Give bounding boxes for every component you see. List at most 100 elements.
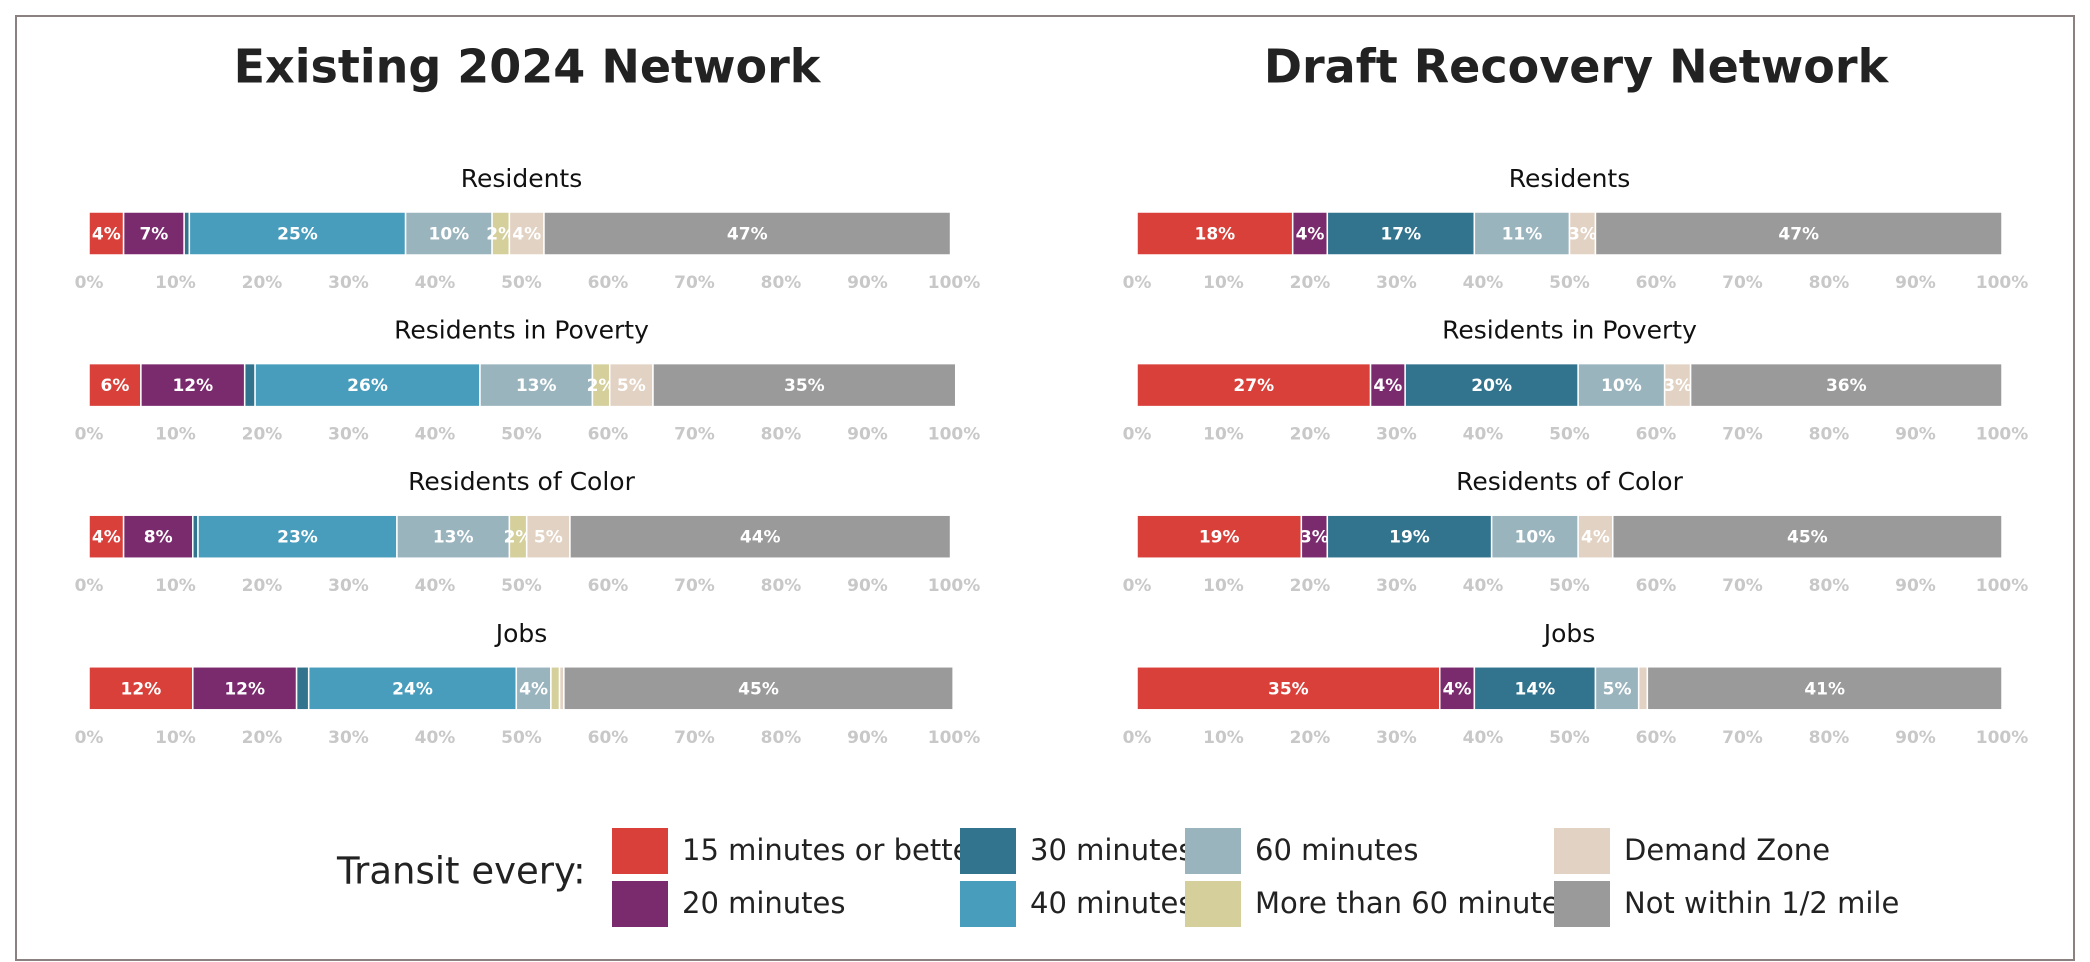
x-tick-label: 40% [415,728,456,748]
value-label: 3% [1663,376,1692,396]
x-tick-label: 80% [761,273,802,293]
bar-segment: 15 minutes or better [88,362,142,408]
x-tick-label: 60% [1636,576,1677,596]
x-tick-label: 70% [674,728,715,748]
value-label: 4% [92,225,121,245]
x-tick-label: 90% [847,273,888,293]
x-tick-label: 0% [75,576,104,596]
x-tick-label: 70% [1722,425,1763,445]
x-tick-label: 20% [1290,728,1331,748]
x-tick-label: 80% [761,576,802,596]
value-label: 5% [534,528,563,548]
x-tick-label: 100% [928,273,981,293]
bar-segment: 30 minutes [1326,211,1476,256]
panel-title: Existing 2024 Network [234,40,822,94]
bar-segment: 30 minutes [183,211,191,256]
bar-segment: Demand Zone [508,211,545,256]
x-tick-label: 70% [1722,576,1763,596]
value-label: 19% [1389,528,1430,548]
x-tick-label: 70% [674,576,715,596]
value-label: 24% [392,679,433,699]
bar-title: Residents [1509,164,1631,193]
legend-swatch [960,881,1016,927]
panel-title: Draft Recovery Network [1264,40,1890,94]
x-tick-label: 10% [155,273,196,293]
value-label: 44% [740,528,781,548]
bar-title: Residents in Poverty [394,316,649,345]
x-tick-label: 20% [242,576,283,596]
value-label: 27% [1233,376,1274,396]
x-tick-label: 0% [1123,728,1152,748]
value-label: 35% [1268,679,1309,699]
x-tick-label: 70% [1722,728,1763,748]
value-label: 20% [1471,376,1512,396]
x-tick-label: 40% [1463,425,1504,445]
bar-segment: 20 minutes [1439,666,1476,711]
bar-segment: 15 minutes or better [1136,211,1294,256]
x-tick-label: 50% [501,728,542,748]
x-tick-label: 20% [242,425,283,445]
bar-segment: 40 minutes [307,666,518,711]
bar-segment: 60 minutes [1490,514,1579,559]
bar-segment: Not within 1/2 mile [563,666,954,711]
value-label: 2% [504,528,533,548]
x-tick-label: 90% [1895,728,1936,748]
legend-label: 60 minutes [1255,833,1419,867]
value-label: 45% [738,679,779,699]
x-tick-label: 60% [588,576,629,596]
x-tick-label: 50% [501,273,542,293]
bar-segment: Not within 1/2 mile [543,211,952,256]
x-tick-label: 30% [1376,273,1417,293]
value-label: 4% [92,528,121,548]
x-tick-label: 80% [1809,273,1850,293]
value-label: 25% [277,225,318,245]
value-label: 4% [1443,679,1472,699]
x-tick-label: 100% [928,728,981,748]
value-label: 4% [1581,528,1610,548]
value-label: 4% [519,679,548,699]
x-tick-label: 10% [155,425,196,445]
x-tick-label: 70% [1722,273,1763,293]
value-label: 6% [101,376,130,396]
legend-swatch [1185,828,1241,874]
x-tick-label: 60% [1636,425,1677,445]
x-tick-label: 10% [1203,273,1244,293]
x-tick-label: 30% [328,425,369,445]
value-label: 12% [121,679,162,699]
legend-swatch [612,828,668,874]
x-tick-label: 10% [1203,425,1244,445]
x-tick-label: 50% [1549,728,1590,748]
x-tick-label: 90% [847,425,888,445]
value-label: 11% [1502,225,1543,245]
legend-swatch [1554,881,1610,927]
bar-segment: 20 minutes [122,514,194,559]
bar-segment: Demand Zone [1577,514,1614,559]
bar-segment: Not within 1/2 mile [1612,514,2003,559]
x-tick-label: 30% [1376,425,1417,445]
x-tick-label: 60% [588,425,629,445]
bar-segment: 30 minutes [1404,362,1579,408]
bar-segment: 30 minutes [192,514,199,559]
x-tick-label: 100% [1976,425,2029,445]
x-tick-label: 20% [1290,273,1331,293]
bar-segment: 20 minutes [1300,514,1329,559]
x-tick-label: 50% [1549,273,1590,293]
x-tick-label: 30% [328,273,369,293]
value-label: 4% [1296,225,1325,245]
x-tick-label: 60% [1636,728,1677,748]
value-label: 4% [1373,376,1402,396]
bar-segment: 20 minutes [192,666,298,711]
legend-label: 20 minutes [682,886,846,920]
x-tick-label: 90% [847,728,888,748]
value-label: 8% [144,528,173,548]
x-tick-label: 70% [674,273,715,293]
x-tick-label: 20% [1290,576,1331,596]
value-label: 12% [172,376,213,396]
bar-title: Jobs [494,619,548,648]
x-tick-label: 30% [1376,576,1417,596]
legend-swatch [612,881,668,927]
x-tick-label: 40% [415,576,456,596]
x-tick-label: 80% [1809,425,1850,445]
bar-segment: 60 minutes [1577,362,1666,408]
